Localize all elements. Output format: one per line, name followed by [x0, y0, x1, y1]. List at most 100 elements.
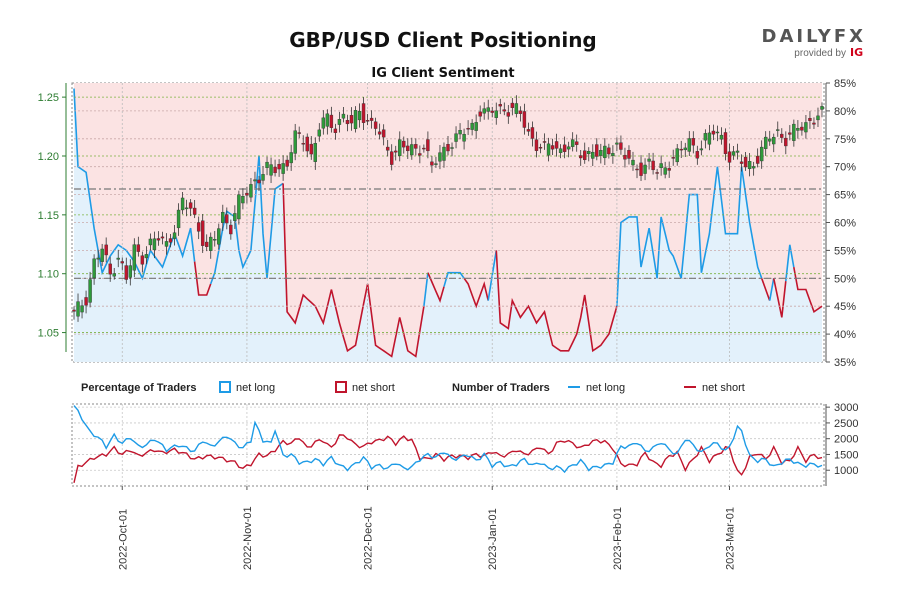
pct-tick-label: 55%	[834, 245, 856, 257]
sentiment-line-short	[282, 183, 425, 358]
pct-tick-label: 35%	[834, 357, 856, 369]
candle-down	[655, 172, 659, 174]
logo-provided-by: provided by	[794, 48, 846, 59]
count-grid	[74, 404, 822, 486]
candle-up	[570, 139, 575, 147]
candle-down	[200, 220, 205, 246]
candle-down	[780, 133, 784, 138]
candle-up	[442, 146, 446, 161]
candle-up	[144, 254, 149, 259]
legend-long-swatch	[219, 381, 231, 393]
candle-down	[108, 263, 112, 275]
pct-tick-label: 75%	[834, 134, 856, 146]
candle-up	[353, 110, 358, 130]
sentiment-area	[73, 83, 823, 362]
candle-up	[221, 211, 225, 223]
candle-down	[651, 160, 655, 171]
candle-up	[751, 166, 756, 169]
candle-down	[414, 144, 418, 149]
candle-down	[743, 156, 748, 168]
candle-down	[562, 144, 567, 152]
candle-down	[430, 161, 434, 166]
candle-down	[120, 261, 124, 264]
candle-down	[285, 159, 289, 167]
pct-tick-label: 60%	[834, 218, 856, 230]
candle-up	[816, 115, 820, 121]
candle-down	[583, 150, 587, 161]
candle-up	[454, 133, 458, 142]
pct-tick-label: 65%	[834, 190, 856, 202]
sentiment-line-short	[772, 278, 787, 318]
sentiment-line-long	[443, 271, 465, 287]
candle-down	[812, 122, 816, 125]
count-tick-label: 3000	[834, 402, 858, 414]
candle-down	[418, 153, 422, 156]
candle-up	[494, 110, 498, 118]
date-tick-label: 2022-Nov-01	[242, 506, 254, 570]
candle-down	[784, 137, 788, 147]
candle-up	[631, 159, 635, 166]
candle-down	[466, 128, 470, 130]
count-tick-label: 1000	[834, 465, 858, 477]
candle-down	[667, 168, 671, 171]
candle-up	[796, 128, 800, 131]
candle-down	[305, 136, 309, 152]
pct-tick-label: 80%	[834, 106, 856, 118]
candle-up	[603, 145, 607, 159]
candle-up	[804, 122, 808, 133]
price-tick-label: 1.20	[38, 151, 59, 163]
candle-up	[80, 305, 84, 313]
legend-short-swatch	[335, 381, 347, 393]
candle-down	[695, 151, 700, 159]
candle-up	[434, 163, 438, 165]
candle-up	[164, 241, 169, 247]
candle-down	[168, 238, 173, 243]
candle-up	[768, 138, 772, 142]
candle-up	[132, 244, 137, 271]
candle-down	[205, 241, 209, 247]
candle-down	[526, 129, 531, 132]
candle-up	[591, 151, 595, 159]
candle-down	[196, 222, 201, 232]
sentiment-line-long	[616, 166, 763, 307]
chart-title: GBP/USD Client Positioning	[289, 28, 597, 52]
candle-down	[389, 151, 394, 165]
legend-percentage-heading: Percentage of Traders	[81, 382, 197, 394]
candle-up	[611, 153, 615, 156]
candle-up	[707, 132, 712, 145]
candle-down	[406, 145, 410, 152]
count-line-net-long	[73, 405, 823, 474]
candle-down	[160, 236, 165, 239]
candle-up	[647, 158, 651, 162]
candle-up	[687, 138, 691, 152]
candle-down	[257, 179, 261, 184]
candle-down	[679, 148, 683, 151]
count-panel: 1000 1500 2000 2500 3000	[71, 402, 858, 487]
sentiment-line-short	[463, 277, 489, 309]
candle-down	[627, 150, 631, 159]
sentiment-line-long	[768, 278, 775, 301]
candle-up	[261, 174, 265, 181]
candle-up	[643, 164, 647, 174]
candle-down	[301, 143, 305, 145]
candle-down	[691, 138, 696, 146]
candle-up	[265, 161, 269, 168]
candle-up	[820, 106, 824, 110]
candle-up	[88, 279, 92, 303]
date-tick-label: 2022-Dec-01	[363, 506, 375, 570]
candle-up	[546, 143, 551, 156]
candle-down	[385, 146, 390, 151]
candle-down	[446, 144, 450, 152]
candle-up	[715, 131, 720, 134]
candle-down	[192, 207, 197, 215]
candle-down	[510, 102, 515, 108]
pct-tick-label: 85%	[834, 78, 856, 90]
candle-down	[381, 129, 386, 138]
candle-up	[659, 163, 663, 169]
candle-up	[703, 133, 708, 141]
candle-up	[180, 197, 185, 211]
candle-up	[772, 136, 776, 145]
candle-up	[587, 150, 591, 155]
candle-down	[426, 139, 430, 152]
candle-down	[422, 147, 426, 150]
